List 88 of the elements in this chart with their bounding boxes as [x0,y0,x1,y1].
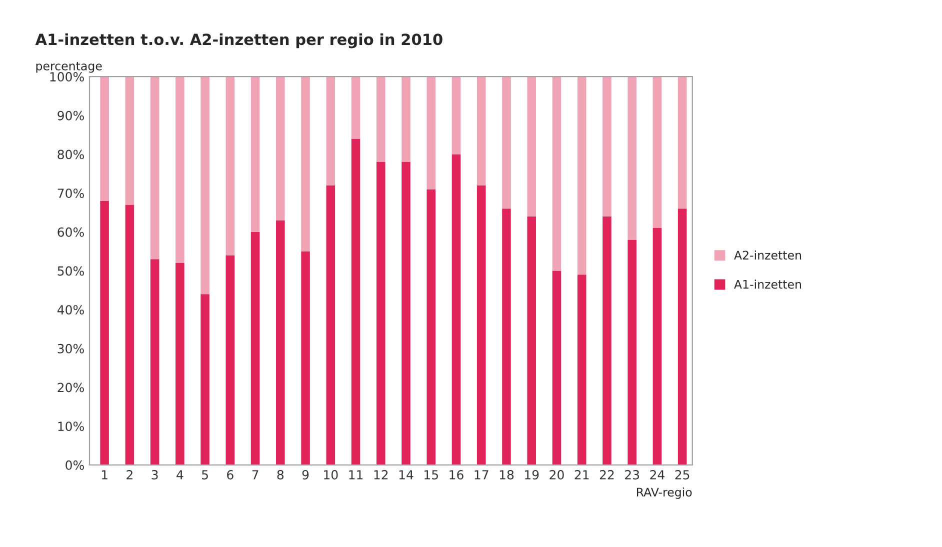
bar [476,185,486,465]
bar [326,185,336,465]
chart-title: A1-inzetten t.o.v. A2-inzetten per regio in 2010 [35,33,442,48]
x-tick-label: 20 [550,470,564,480]
bar [200,76,210,294]
bar [376,162,386,465]
x-tick-label: 16 [450,470,464,480]
bar [652,228,662,465]
x-tick-label: 19 [525,470,539,480]
y-tick-label: 80% [58,150,84,160]
x-tick-label: 5 [202,470,208,480]
x-tick-label: 21 [574,470,589,480]
bar [100,76,109,201]
legend-label: A2-inzetten [734,250,802,260]
bar [125,76,134,205]
bar [301,251,310,465]
x-tick-label: 17 [474,470,488,480]
x-tick-label: 18 [500,470,514,480]
bar [276,220,285,465]
y-tick-label: 70% [58,188,84,198]
bar [226,255,235,465]
bar [250,76,260,232]
bar [452,76,461,154]
bar [678,76,687,209]
x-tick-label: 12 [374,470,388,480]
x-tick-label: 10 [324,470,338,480]
x-tick-label: 4 [176,470,184,480]
bar [250,232,260,465]
bar [351,138,360,465]
y-axis-title: percentage [36,62,102,73]
x-tick-label: 23 [625,470,640,480]
bar [426,76,436,190]
bar [226,76,235,256]
bar [476,76,486,186]
bar [150,76,160,260]
bar [577,76,586,275]
bar [552,270,562,465]
x-tick-label: 3 [152,470,158,480]
bar [176,263,184,465]
y-tick-label: 0% [66,460,84,470]
y-tick-label: 40% [57,305,84,315]
x-tick-label: 7 [252,470,258,480]
bar [376,76,386,162]
bar [577,274,586,465]
bar [351,76,360,139]
bar [502,208,511,465]
bar [200,294,210,465]
bar [402,162,410,465]
x-tick-label: 1 [102,470,108,480]
y-tick-label: 60% [58,227,84,237]
bar [176,76,184,263]
y-tick-label: 20% [58,382,84,392]
bar [527,76,536,216]
bar [402,76,410,162]
bar [628,76,636,240]
bar [125,204,134,465]
bar [150,259,160,465]
bar [602,216,612,465]
bar [652,76,662,228]
x-tick-label: 11 [349,470,363,480]
y-tick-label: 50% [58,266,84,276]
x-tick-label: 24 [650,470,664,480]
y-tick-label: 100% [50,72,84,82]
bar [301,76,310,252]
y-tick-label: 90% [58,110,84,120]
bar [502,76,511,209]
x-tick-label: 25 [675,470,690,480]
bar [276,76,285,220]
bar [100,200,109,465]
bar [452,154,461,465]
bar [552,76,562,271]
x-tick-label: 8 [277,470,284,480]
bar [426,189,436,465]
y-tick-label: 10% [58,422,84,432]
x-tick-label: 2 [126,470,132,480]
legend-label: A1-inzetten [734,280,802,289]
x-tick-label: 15 [424,470,438,480]
x-axis-title: RAV-regio [636,487,692,499]
x-tick-label: 14 [399,470,414,480]
x-tick-label: 9 [302,470,309,480]
bar [628,240,636,465]
bar [602,76,612,216]
bar [678,208,687,465]
x-tick-label: 22 [600,470,614,480]
y-tick-label: 30% [58,344,84,354]
bar [326,76,336,186]
x-tick-label: 6 [227,470,234,480]
bar [527,216,536,465]
